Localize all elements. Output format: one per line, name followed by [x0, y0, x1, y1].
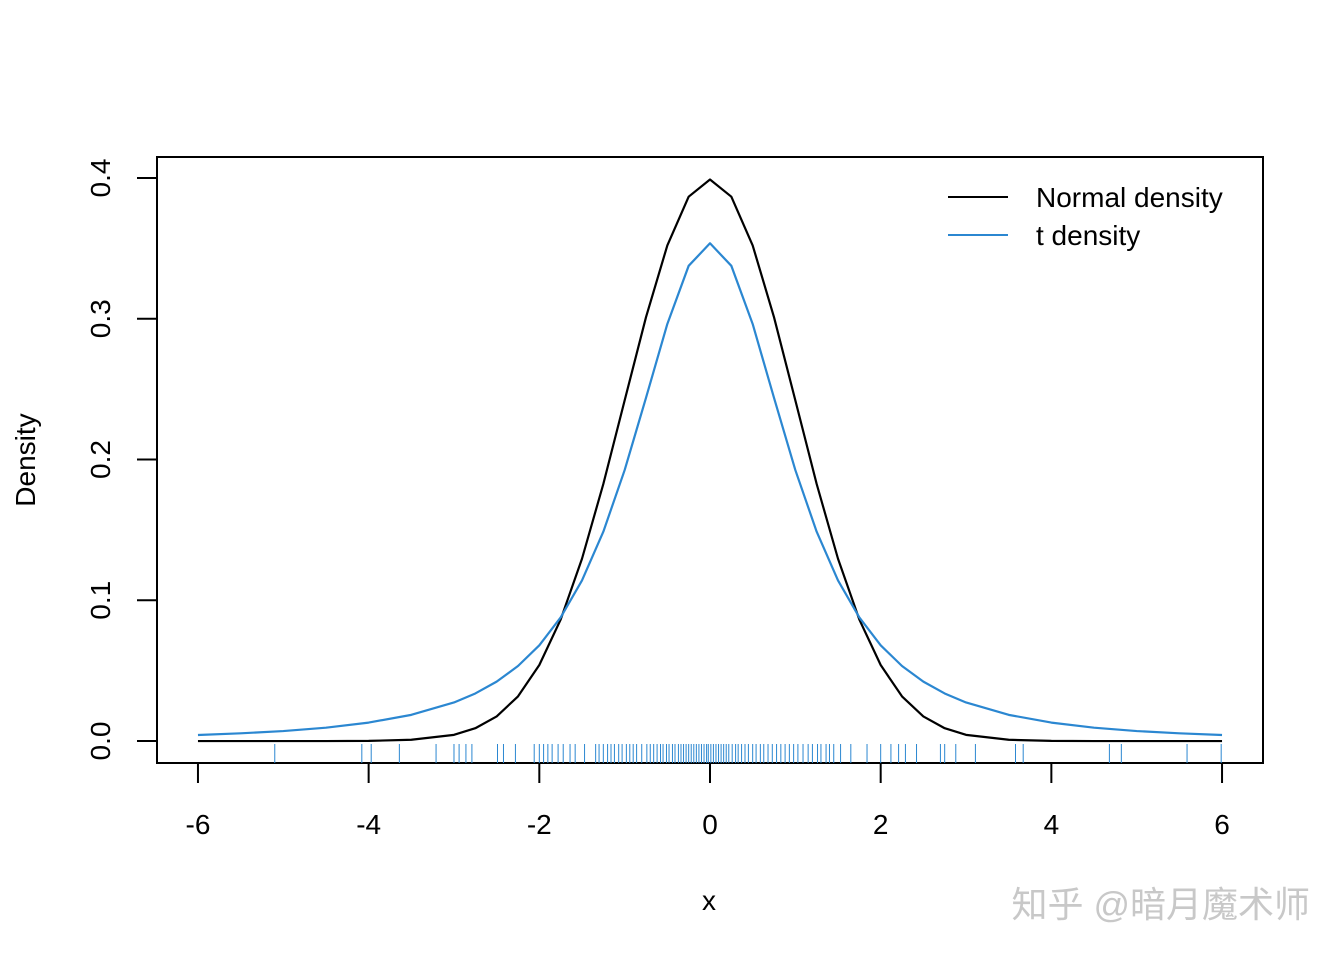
- legend-label: t density: [1036, 220, 1140, 251]
- x-tick-label: 0: [702, 809, 718, 840]
- x-tick-label: 2: [873, 809, 889, 840]
- y-axis-label: Density: [10, 413, 41, 506]
- x-tick-label: -2: [527, 809, 552, 840]
- x-tick-label: 6: [1214, 809, 1230, 840]
- x-tick-label: -4: [356, 809, 381, 840]
- density-line: [197, 178, 1223, 743]
- x-tick-label: -6: [186, 809, 211, 840]
- x-tick-label: 4: [1044, 809, 1060, 840]
- y-tick-label: 0.0: [85, 722, 116, 761]
- density-line: [197, 242, 1223, 737]
- y-tick-label: 0.3: [85, 299, 116, 338]
- legend-label: Normal density: [1036, 182, 1223, 213]
- y-tick-label: 0.2: [85, 440, 116, 479]
- y-tick-label: 0.4: [85, 159, 116, 198]
- y-tick-label: 0.1: [85, 581, 116, 620]
- watermark: 知乎 @暗月魔术师: [1011, 884, 1310, 925]
- x-axis-label: x: [702, 885, 716, 916]
